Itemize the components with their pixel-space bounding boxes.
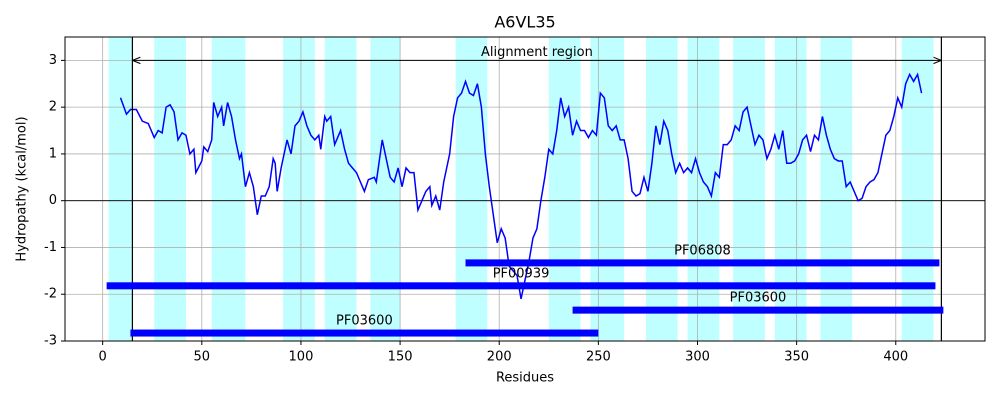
region <box>645 37 678 341</box>
y-axis-label: Hydropathy (kcal/mol) <box>15 116 30 261</box>
domain-label: PF00939 <box>493 266 550 281</box>
region <box>687 37 720 341</box>
plot-frame <box>64 36 986 342</box>
region <box>590 37 625 341</box>
region <box>108 37 133 341</box>
alignment-label: Alignment region <box>481 45 593 60</box>
data-line <box>119 72 923 300</box>
x-tick-label: 150 <box>388 350 413 365</box>
region <box>154 37 186 341</box>
x-tick-label: 200 <box>487 350 512 365</box>
x-tick-label: 400 <box>883 350 908 365</box>
y-tick-label: 3 <box>49 53 57 68</box>
region <box>211 37 246 341</box>
region <box>733 37 765 341</box>
region <box>774 37 807 341</box>
domain-label: PF06808 <box>674 243 731 258</box>
x-tick-label: 250 <box>586 350 611 365</box>
y-tick-label: -3 <box>44 334 57 349</box>
x-tick-label: 50 <box>194 350 211 365</box>
y-tick-label: 2 <box>49 100 57 115</box>
region <box>548 37 581 341</box>
domain-bar <box>465 259 940 267</box>
region <box>901 37 934 341</box>
region <box>283 37 315 341</box>
x-tick-label: 300 <box>685 350 710 365</box>
region <box>820 37 853 341</box>
y-tick-label: 0 <box>49 193 57 208</box>
y-tick-label: -2 <box>44 287 57 302</box>
x-tick-label: 100 <box>289 350 314 365</box>
y-tick-label: -1 <box>44 240 57 255</box>
domain-bar <box>572 306 944 314</box>
domain-bar <box>106 282 936 290</box>
domain-label: PF03600 <box>336 314 393 329</box>
x-tick-label: 350 <box>784 350 809 365</box>
region <box>455 37 488 341</box>
domain-bar <box>130 329 599 337</box>
chart-title: A6VL35 <box>494 13 555 32</box>
region <box>370 37 401 341</box>
region <box>324 37 357 341</box>
x-axis-label: Residues <box>496 371 554 386</box>
domain-label: PF03600 <box>730 291 787 306</box>
y-tick-label: 1 <box>49 146 57 161</box>
x-tick-label: 0 <box>99 350 107 365</box>
